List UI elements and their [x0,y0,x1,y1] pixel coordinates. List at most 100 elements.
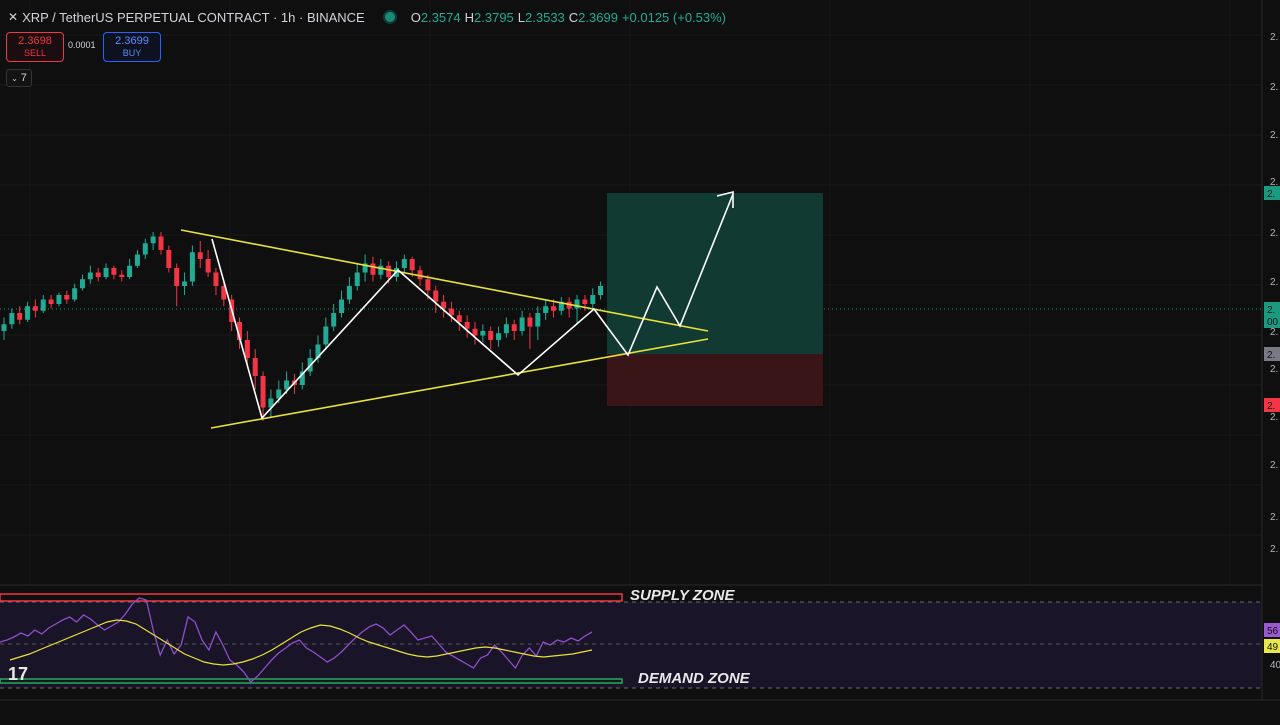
market-status-icon [382,10,397,24]
indicator-count: 7 [20,72,27,84]
candle-body [25,306,31,320]
price-axis-label: 2. [1270,32,1278,43]
target-zone[interactable] [607,193,823,354]
price-tag [1264,186,1280,200]
price-tag [1264,398,1280,412]
sell-button[interactable]: 2.3698 SELL [6,32,64,62]
candle-body [527,317,533,327]
candle-body [17,313,23,320]
sell-label: SELL [23,48,47,58]
candle-body [299,371,305,385]
candle-body [433,290,439,302]
candle-body [519,317,525,331]
candle-body [95,272,101,277]
candle-body [480,331,486,336]
candle-body [323,326,329,345]
candle-body [127,265,133,277]
candle-body [119,274,125,277]
open-label: O [410,9,421,25]
price-tag-label: 00 [1267,317,1279,328]
time-axis[interactable] [0,700,1280,720]
candle-body [551,306,556,311]
price-axis-label: 2. [1270,130,1278,141]
low-value: 2.3533 [525,9,565,25]
rsi-tag-label: 49 [1267,642,1279,653]
price-axis-label: 2. [1270,82,1278,93]
rsi-tag [1264,623,1280,637]
demand-zone-bar[interactable] [0,678,623,684]
rsi-tag-label: 56 [1267,626,1279,637]
symbol-logo-icon: ✕ [8,10,19,24]
candle-body [543,306,549,313]
price-axis-label: 2. [1270,327,1278,338]
buy-button[interactable]: 2.3699 BUY [103,32,161,62]
candle-body [315,344,321,358]
price-tag [1264,314,1280,328]
price-tag-label: 2. [1267,305,1275,316]
candle-body [213,272,219,286]
price-tag [1264,347,1280,361]
candle-body [268,398,274,408]
arrow-head-icon [716,190,734,208]
candle-body [237,322,242,340]
lower-trendline[interactable] [210,338,709,429]
candle-body [535,313,541,327]
candle-body [582,299,588,304]
open-value: 2.3574 [420,9,461,25]
candle-body [252,358,258,376]
candle-body [354,272,360,286]
high-label: H [464,9,475,25]
candle-body [221,286,227,300]
candle-body [64,295,70,300]
candle-body [417,270,423,280]
candle-body [56,295,62,304]
symbol-title[interactable]: XRP / TetherUS PERPETUAL CONTRACT · 1h ·… [22,9,365,25]
candle-body [189,252,195,282]
candle-body [205,259,211,273]
upper-trendline[interactable] [180,229,709,332]
change-value: +0.0125 (+0.53%) [621,9,727,25]
price-tag-label: 2. [1267,401,1275,412]
price-tag [1264,302,1280,316]
candle-body [456,315,462,322]
candle-body [464,322,470,329]
price-axis-label: 2. [1270,512,1278,523]
candle-body [370,263,376,275]
price-tag-label: 2. [1267,350,1275,361]
price-tag-label: 2. [1267,189,1275,200]
candle-body [441,301,447,309]
candle-body [574,299,580,309]
candle-body [174,268,180,286]
supply-zone-bar[interactable] [0,593,623,602]
candle-body [197,252,203,259]
rsi-tag [1264,639,1280,653]
tradingview-logo: 17 [8,664,28,684]
rsi-ma-line [9,619,593,666]
price-axis-label: 2. [1270,364,1278,375]
chevron-down-icon: ⌄ [11,73,18,83]
stop-zone[interactable] [607,354,823,406]
buy-label: BUY [122,48,142,58]
candle-body [378,265,384,275]
high-value: 2.3795 [474,9,514,25]
candle-body [511,324,517,331]
candle-body [339,299,345,313]
candle-body [48,299,54,304]
candle-body [72,288,78,300]
projected-path[interactable] [211,193,734,420]
candle-body [244,340,250,358]
candle-body [496,333,502,340]
price-axis-label: 2. [1270,460,1278,471]
candle-body [182,281,188,286]
sell-price: 2.3698 [18,35,52,47]
candle-body [40,299,46,311]
price-axis-label: 2. [1270,412,1278,423]
candle-body [598,286,604,295]
low-label: L [517,9,526,25]
candle-body [386,265,392,277]
candle-body [409,259,415,271]
indicators-toggle-button[interactable]: ⌄ 7 [6,69,32,87]
rsi-axis-label: 40 [1270,660,1280,671]
